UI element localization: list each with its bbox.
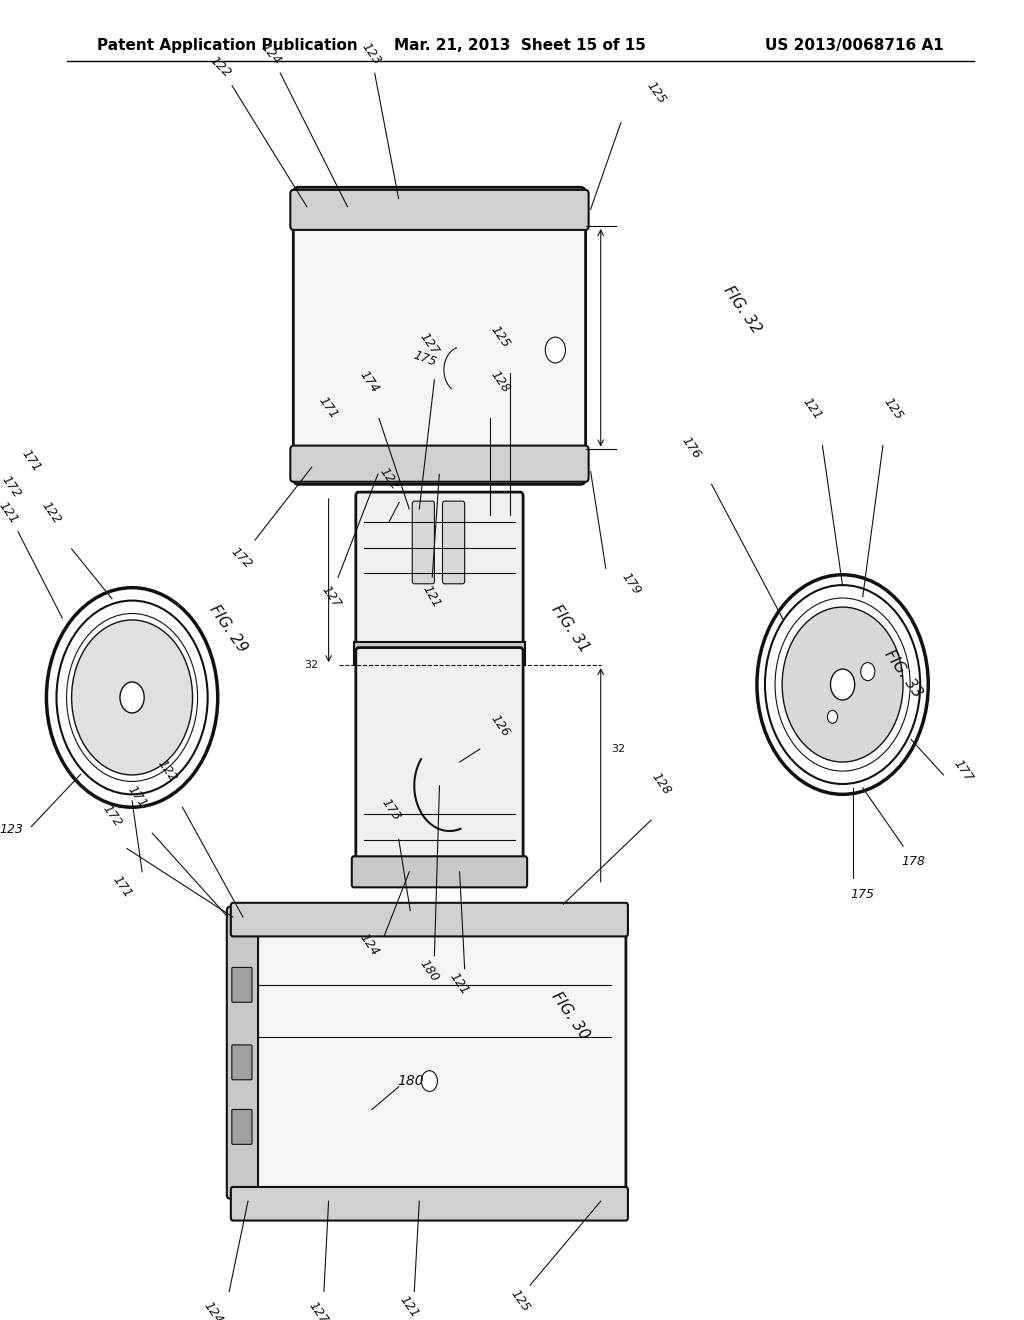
Text: 179: 179 [618, 570, 643, 597]
Text: 128: 128 [649, 770, 674, 797]
Text: 180: 180 [417, 957, 441, 985]
Text: 121: 121 [800, 396, 824, 422]
Text: 175: 175 [412, 348, 439, 368]
Text: FIG. 31: FIG. 31 [549, 602, 592, 655]
Circle shape [861, 663, 874, 681]
Text: FIG. 30: FIG. 30 [549, 990, 592, 1043]
Text: FIG. 33: FIG. 33 [882, 647, 925, 701]
Text: 126: 126 [487, 711, 512, 739]
FancyBboxPatch shape [290, 446, 589, 482]
Text: 127: 127 [318, 474, 378, 610]
Text: 175: 175 [851, 887, 874, 900]
Circle shape [72, 620, 193, 775]
Text: 125: 125 [881, 396, 905, 422]
Text: 171: 171 [19, 447, 43, 474]
Circle shape [782, 607, 903, 762]
Text: 173: 173 [379, 796, 403, 824]
Text: 124: 124 [356, 932, 381, 958]
FancyBboxPatch shape [293, 187, 586, 484]
FancyBboxPatch shape [442, 502, 465, 583]
Text: 125: 125 [508, 1287, 532, 1313]
Text: FIG. 29: FIG. 29 [206, 602, 250, 655]
FancyBboxPatch shape [355, 492, 523, 663]
Circle shape [120, 682, 144, 713]
Text: US 2013/0068716 A1: US 2013/0068716 A1 [765, 38, 943, 53]
Text: 171: 171 [125, 783, 150, 810]
Text: 123: 123 [358, 41, 398, 199]
Text: Patent Application Publication: Patent Application Publication [97, 38, 357, 53]
FancyBboxPatch shape [231, 1110, 252, 1144]
Text: 172: 172 [99, 803, 124, 829]
Text: FIG. 32: FIG. 32 [720, 284, 764, 337]
FancyBboxPatch shape [355, 648, 523, 870]
Text: 122: 122 [377, 466, 401, 492]
Circle shape [830, 669, 855, 700]
Text: 124: 124 [258, 41, 347, 207]
Text: 125: 125 [644, 79, 669, 107]
Text: 172: 172 [227, 467, 311, 572]
Text: 171: 171 [316, 395, 341, 421]
Text: 121: 121 [397, 1294, 422, 1320]
Text: 177: 177 [951, 758, 976, 784]
Text: Mar. 21, 2013  Sheet 15 of 15: Mar. 21, 2013 Sheet 15 of 15 [394, 38, 646, 53]
Text: 123: 123 [0, 824, 24, 836]
FancyBboxPatch shape [230, 1187, 628, 1221]
Circle shape [421, 1071, 437, 1092]
Text: 121: 121 [0, 499, 62, 618]
FancyBboxPatch shape [231, 1045, 252, 1080]
Bar [354, 642, 525, 665]
Text: 127: 127 [306, 1300, 331, 1320]
Text: 121: 121 [447, 970, 472, 998]
Circle shape [546, 337, 565, 363]
FancyBboxPatch shape [231, 968, 252, 1002]
Text: 122: 122 [208, 54, 307, 207]
Text: 172: 172 [0, 473, 24, 500]
Text: 124: 124 [201, 1300, 225, 1320]
FancyBboxPatch shape [226, 907, 258, 1199]
FancyBboxPatch shape [230, 903, 628, 936]
Text: 125: 125 [487, 323, 512, 350]
FancyBboxPatch shape [232, 904, 626, 1201]
Text: 122: 122 [156, 758, 179, 784]
Text: 32: 32 [304, 660, 318, 671]
FancyBboxPatch shape [290, 190, 589, 230]
Text: 171: 171 [110, 874, 134, 900]
Text: 178: 178 [901, 855, 925, 869]
Text: 32: 32 [610, 744, 625, 754]
Text: 176: 176 [679, 434, 703, 462]
FancyBboxPatch shape [352, 857, 527, 887]
Text: 180: 180 [397, 1074, 424, 1088]
Text: 122: 122 [39, 499, 63, 527]
Text: 128: 128 [487, 368, 512, 396]
FancyBboxPatch shape [413, 502, 434, 583]
Text: 174: 174 [356, 368, 381, 396]
Text: 127: 127 [417, 330, 441, 356]
Circle shape [827, 710, 838, 723]
Text: 121: 121 [419, 474, 442, 610]
